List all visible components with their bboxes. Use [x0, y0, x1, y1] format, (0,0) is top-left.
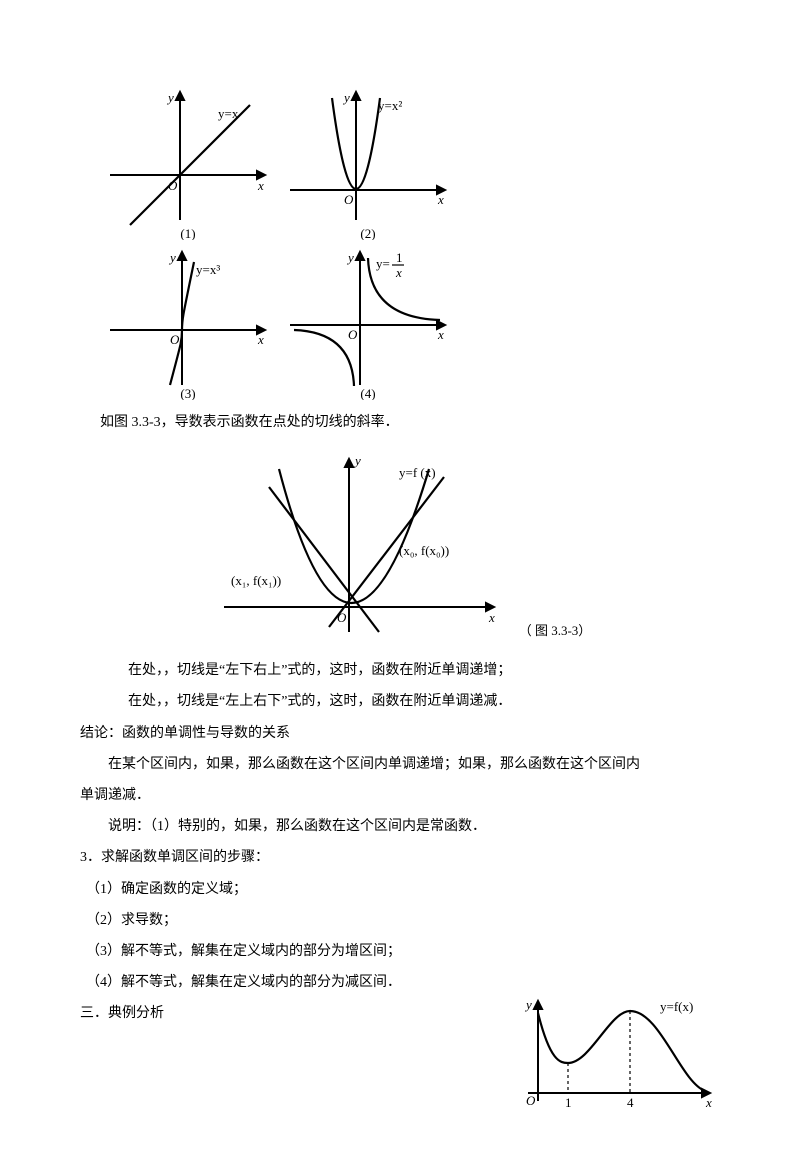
point-right-label: (x₀, f(x₀)) [399, 543, 449, 558]
axis-y-label: y [346, 250, 354, 265]
subfig-3: y x O y=x³ (3) [100, 240, 280, 400]
main-figure-wrap: y x O y=f (x) (x₀, f(x₀)) (x₁, f(x₁)) （ … [80, 447, 720, 642]
body-line-8: （2）求导数； [86, 908, 720, 933]
subfig-1: y x O y=x (1) [100, 80, 280, 240]
origin-label: O [168, 178, 178, 193]
subfig-number: (1) [180, 226, 195, 240]
eqn-label-y: y= [376, 256, 390, 271]
eqn-label: y=x³ [196, 262, 220, 277]
subfig-number: (4) [360, 386, 375, 400]
body-line-6: 3．求解函数单调区间的步骤： [80, 845, 720, 870]
axis-x-label: x [257, 332, 264, 347]
subfig-2: y x O y=x² (2) [280, 80, 460, 240]
axis-y-label: y [166, 90, 174, 105]
origin-label: O [337, 610, 347, 625]
body-line-3: 结论：函数的单调性与导数的关系 [80, 721, 720, 746]
main-figure-caption: （ 图 3.3-3） [519, 619, 592, 642]
eqn-label: y=x² [378, 98, 402, 113]
axis-x-label: x [705, 1095, 712, 1110]
axis-y-label: y [342, 90, 350, 105]
axis-y-label: y [353, 453, 361, 468]
four-panel-figure: y x O y=x (1) y x O y=x² (2 [100, 80, 460, 400]
eqn-label: y=f(x) [660, 999, 693, 1014]
figure-caption-text: 如图 3.3-3，导数表示函数在点处的切线的斜率． [100, 410, 720, 435]
axis-x-label: x [437, 327, 444, 342]
eqn-label: y=x [218, 106, 239, 121]
axis-y-label: y [524, 997, 532, 1012]
eqn-label: y=f (x) [399, 465, 436, 480]
origin-label: O [348, 327, 358, 342]
main-figure: y x O y=f (x) (x₀, f(x₀)) (x₁, f(x₁)) [209, 447, 509, 642]
point-left-label: (x₁, f(x₁)) [231, 573, 281, 588]
origin-label: O [344, 192, 354, 207]
axis-x-label: x [437, 192, 444, 207]
origin-label: O [170, 332, 180, 347]
eqn-label-num: 1 [396, 250, 403, 265]
axis-x-label: x [488, 610, 495, 625]
axis-y-label: y [168, 250, 176, 265]
subfig-number: (3) [180, 386, 195, 400]
body-line-5: 说明：（1）特别的，如果，那么函数在这个区间内是常函数． [108, 814, 720, 839]
subfig-4: y x O y= 1 x (4) [280, 240, 460, 400]
tick-4: 4 [627, 1095, 634, 1110]
origin-label: O [526, 1093, 536, 1108]
body-line-1: 在处，，切线是“左下右上”式的，这时，函数在附近单调递增； [128, 658, 720, 683]
axis-x-label: x [257, 178, 264, 193]
body-line-4: 在某个区间内，如果，那么函数在这个区间内单调递增；如果，那么函数在这个区间内 [108, 752, 720, 777]
example-figure: y x O y=f(x) 1 4 [510, 991, 720, 1111]
eqn-label-den: x [395, 265, 402, 280]
body-line-9: （3）解不等式，解集在定义域内的部分为增区间； [86, 939, 720, 964]
body-line-7: （1）确定函数的定义域； [86, 877, 720, 902]
body-line-2: 在处，，切线是“左上右下”式的，这时，函数在附近单调递减． [128, 689, 720, 714]
subfig-number: (2) [360, 226, 375, 240]
body-line-4b: 单调递减． [80, 783, 720, 808]
tick-1: 1 [565, 1095, 572, 1110]
